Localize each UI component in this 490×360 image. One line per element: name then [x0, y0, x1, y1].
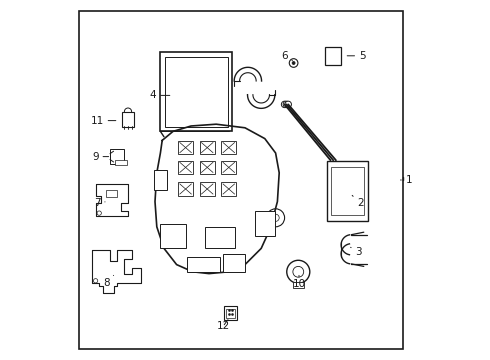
Text: 8: 8	[103, 275, 114, 288]
Bar	[226, 309, 235, 318]
Bar	[327, 161, 368, 220]
Bar	[160, 224, 186, 248]
Bar	[331, 166, 364, 215]
Text: 7: 7	[94, 198, 105, 208]
Text: 12: 12	[217, 320, 230, 331]
Bar	[154, 170, 167, 190]
Text: 1: 1	[400, 175, 412, 185]
Bar	[223, 254, 245, 272]
Bar	[160, 52, 232, 131]
Circle shape	[330, 49, 334, 53]
Text: 10: 10	[293, 275, 306, 289]
Bar	[221, 141, 236, 154]
Circle shape	[272, 214, 279, 221]
Bar	[199, 161, 215, 174]
Text: 6: 6	[281, 51, 293, 61]
Text: 2: 2	[352, 195, 364, 208]
Bar	[178, 182, 193, 196]
Circle shape	[281, 101, 288, 108]
Circle shape	[330, 59, 334, 62]
Bar	[110, 149, 124, 164]
Circle shape	[94, 279, 98, 283]
Bar	[204, 227, 235, 248]
Circle shape	[283, 101, 290, 108]
Circle shape	[292, 62, 295, 64]
Bar	[178, 161, 193, 174]
Circle shape	[293, 266, 304, 277]
Bar	[221, 161, 236, 174]
Bar	[199, 182, 215, 196]
Circle shape	[97, 211, 101, 215]
Text: 11: 11	[91, 116, 116, 126]
Bar	[221, 182, 236, 196]
Bar	[115, 160, 127, 165]
Text: 3: 3	[350, 247, 362, 257]
Circle shape	[113, 152, 122, 161]
Bar	[325, 47, 342, 65]
Text: 5: 5	[347, 51, 366, 61]
Bar	[106, 190, 117, 197]
Bar	[122, 112, 134, 127]
Circle shape	[285, 101, 292, 108]
Bar	[187, 257, 220, 272]
Bar	[178, 141, 193, 154]
Text: 4: 4	[150, 90, 170, 100]
Bar	[165, 57, 228, 127]
Circle shape	[289, 59, 298, 67]
Circle shape	[330, 54, 334, 58]
Bar	[255, 211, 275, 236]
Circle shape	[287, 260, 310, 283]
Bar	[199, 141, 215, 154]
Circle shape	[267, 209, 285, 227]
Circle shape	[124, 108, 132, 115]
Bar	[224, 306, 238, 320]
Text: 9: 9	[92, 152, 109, 162]
Bar	[293, 282, 304, 288]
